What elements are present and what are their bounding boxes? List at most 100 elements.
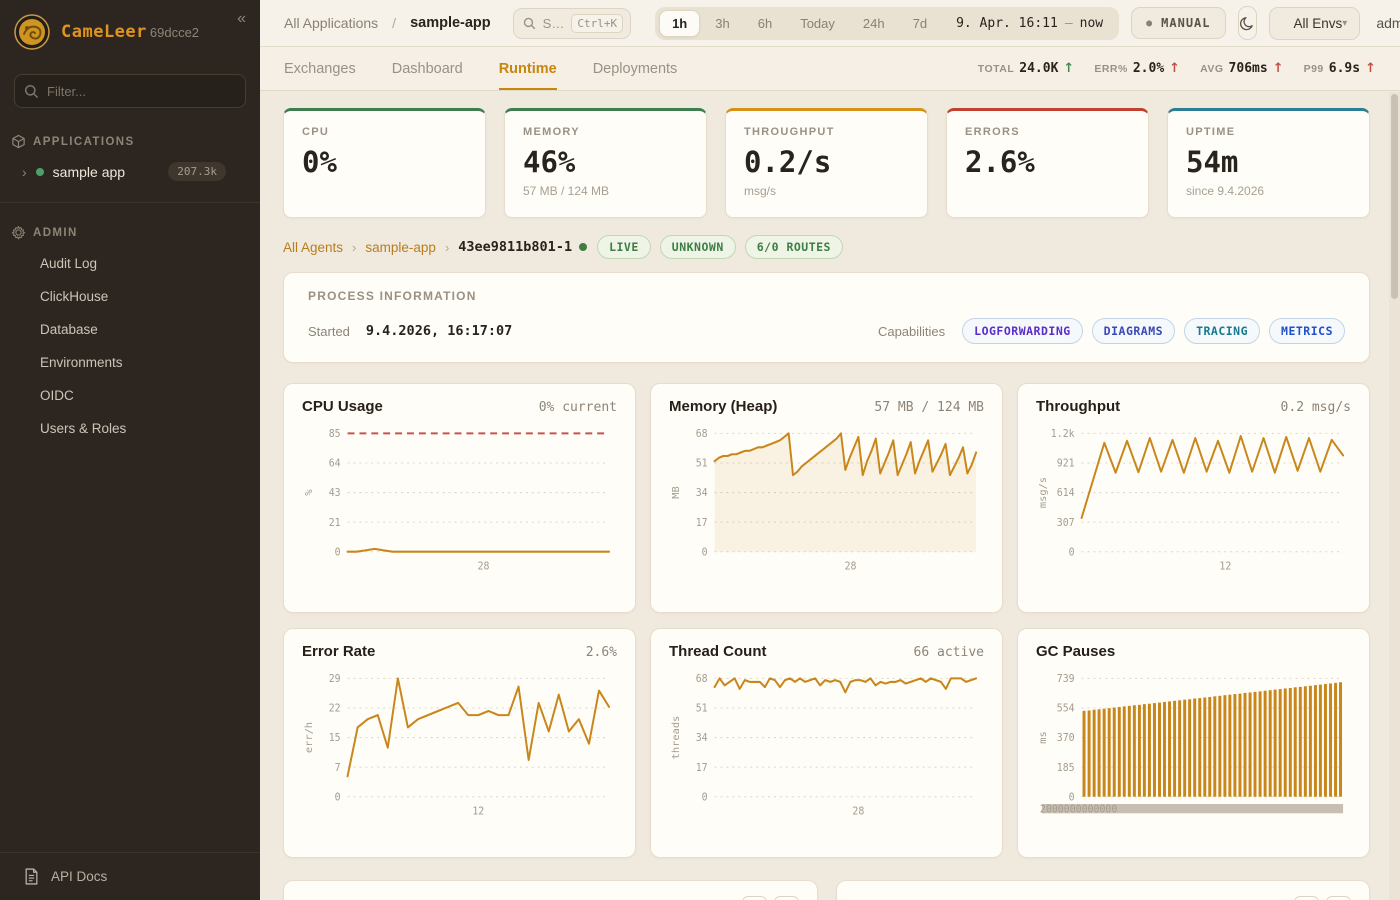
svg-text:51: 51 [696, 458, 708, 469]
search-icon [523, 17, 535, 29]
capability-tracing: TRACING [1184, 318, 1261, 344]
svg-text:0: 0 [1069, 792, 1075, 803]
chart-title: CPU Usage [302, 398, 383, 415]
svg-text:34: 34 [696, 733, 708, 744]
tabs-row: Exchanges Dashboard Runtime Deployments … [260, 47, 1400, 91]
svg-text:0: 0 [1069, 547, 1075, 558]
agent-breadcrumb: All Agents › sample-app › 43ee9811b801-1… [283, 235, 1370, 259]
charts-grid: CPU Usage 0% current 85 64 43 21 0% 28 Memory … [283, 383, 1370, 858]
metric-cards-row: CPU 0% MEMORY 46% 57 MB / 124 MB THROUGH… [283, 108, 1370, 218]
metric-card-throughput: THROUGHPUT 0.2/s msg/s [725, 108, 928, 218]
chart-current-value: 57 MB / 124 MB [874, 400, 984, 415]
svg-text:err/h: err/h [304, 722, 315, 753]
error-rate-chart: 29 22 15 7 0 err/h 12 [304, 674, 611, 817]
download-button[interactable]: ↓ [1294, 896, 1319, 900]
sidebar-item-database[interactable]: Database [40, 322, 98, 337]
svg-text:21: 21 [329, 518, 341, 529]
app-name: sample app [52, 163, 126, 180]
theme-toggle-button[interactable] [1237, 6, 1257, 40]
filter-input[interactable] [14, 74, 246, 108]
throughput-chart: 1.2k 921 614 307 0 msg/s 12 [1038, 429, 1345, 572]
chart-title: Throughput [1036, 398, 1121, 415]
svg-text:614: 614 [1057, 488, 1075, 499]
bottom-panels: APPLICATION LOG 100 entries ↓ ↻ Timeline… [283, 880, 1370, 900]
cpu-usage-chart: 85 64 43 21 0% 28 [304, 429, 611, 572]
admin-section-label: ADMIN [11, 225, 246, 240]
runtime-content: CPU 0% MEMORY 46% 57 MB / 124 MB THROUGH… [260, 91, 1400, 900]
range-from: 9. Apr. 16:11 [956, 15, 1058, 31]
capabilities: Capabilities LOGFORWARDING DIAGRAMS TRAC… [878, 318, 1345, 344]
svg-text:34: 34 [696, 488, 708, 499]
scrollbar-thumb[interactable] [1391, 94, 1398, 299]
svg-text:22: 22 [329, 703, 341, 714]
manual-dot-icon: ● [1146, 17, 1154, 29]
scrollbar[interactable] [1389, 92, 1400, 900]
range-7d[interactable]: 7d [900, 10, 940, 37]
manual-refresh-button[interactable]: ● MANUAL [1131, 7, 1226, 39]
refresh-button[interactable]: ↻ [1326, 896, 1351, 900]
download-button[interactable]: ↓ [741, 896, 767, 900]
tab-dashboard[interactable]: Dashboard [391, 60, 463, 77]
breadcrumb-all-applications[interactable]: All Applications [284, 15, 379, 31]
svg-text:MB: MB [671, 486, 682, 498]
svg-text:1.2k: 1.2k [1051, 429, 1075, 440]
svg-text:threads: threads [671, 716, 682, 760]
main-area: All Applications / sample-app S… Ctrl+K … [260, 0, 1400, 900]
sidebar-item-users-roles[interactable]: Users & Roles [40, 421, 127, 436]
sidebar-item-audit-log[interactable]: Audit Log [40, 256, 98, 271]
badge-unknown: UNKNOWN [659, 235, 736, 259]
range-1h[interactable]: 1h [659, 9, 701, 37]
capability-logforwarding: LOGFORWARDING [962, 318, 1083, 344]
user-name: admin [1376, 15, 1400, 31]
applications-section-label: APPLICATIONS [11, 134, 246, 149]
moon-icon [1239, 16, 1253, 30]
svg-text:17: 17 [696, 763, 708, 774]
badge-live: LIVE [597, 235, 651, 259]
sidebar-item-sample-app[interactable]: › sample app 207.3k [0, 155, 260, 188]
svg-text:554: 554 [1057, 703, 1075, 714]
range-3h[interactable]: 3h [702, 10, 742, 37]
sidebar-item-api-docs[interactable]: API Docs [0, 852, 260, 900]
svg-text:%: % [304, 489, 315, 495]
sidebar-item-environments[interactable]: Environments [40, 355, 123, 370]
sidebar-item-clickhouse[interactable]: ClickHouse [40, 289, 109, 304]
tab-deployments[interactable]: Deployments [592, 60, 678, 77]
status-dot-green [35, 167, 44, 176]
range-6h[interactable]: 6h [745, 10, 785, 37]
chart-card-cpu-usage: CPU Usage 0% current 85 64 43 21 0% 28 [283, 383, 636, 613]
global-search[interactable]: S… Ctrl+K [512, 7, 632, 39]
tab-runtime[interactable]: Runtime [498, 47, 557, 90]
sidebar-collapse-button[interactable]: « [237, 10, 246, 27]
svg-text:68: 68 [696, 429, 708, 440]
svg-text:29: 29 [329, 674, 341, 685]
thread-count-chart: 68 51 34 17 0 threads 28 [671, 674, 978, 817]
svg-text:307: 307 [1057, 518, 1075, 529]
breadcrumb-sample-app[interactable]: sample-app [365, 239, 436, 255]
svg-text:185: 185 [1057, 763, 1075, 774]
live-status-dot [579, 243, 588, 251]
svg-text:0: 0 [335, 792, 341, 803]
up-arrow-icon: ↑ [1063, 61, 1075, 76]
svg-text:msg/s: msg/s [1038, 477, 1049, 508]
expand-chevron-icon[interactable]: › [22, 163, 27, 180]
sidebar-item-oidc[interactable]: OIDC [40, 388, 74, 403]
time-range-display[interactable]: 9. Apr. 16:11 — now [942, 16, 1115, 31]
range-dash: — [1064, 15, 1073, 31]
chart-title: Memory (Heap) [669, 398, 778, 415]
chart-card-error-rate: Error Rate 2.6% 29 22 15 7 0 err/h 12 [283, 628, 636, 858]
env-select[interactable]: All Envs ▾ [1268, 6, 1361, 40]
up-arrow-icon: ↑ [1169, 61, 1181, 76]
process-information-panel: PROCESS INFORMATION Started 9.4.2026, 16… [283, 272, 1370, 363]
breadcrumb-all-agents[interactable]: All Agents [283, 239, 344, 255]
stat-total: TOTAL 24.0K ↑ [977, 61, 1075, 76]
tab-exchanges[interactable]: Exchanges [284, 60, 356, 77]
range-24h[interactable]: 24h [850, 10, 898, 37]
refresh-button[interactable]: ↻ [773, 896, 799, 900]
sidebar-header: CameLeer 69dcce2 « [0, 0, 260, 62]
range-today[interactable]: Today [787, 10, 848, 37]
metric-card-errors: ERRORS 2.6% [946, 108, 1149, 218]
stat-avg: AVG 706ms ↑ [1200, 61, 1284, 76]
admin-section-text: ADMIN [33, 226, 78, 239]
svg-text:ms: ms [1038, 731, 1049, 743]
svg-text:0: 0 [702, 547, 708, 558]
